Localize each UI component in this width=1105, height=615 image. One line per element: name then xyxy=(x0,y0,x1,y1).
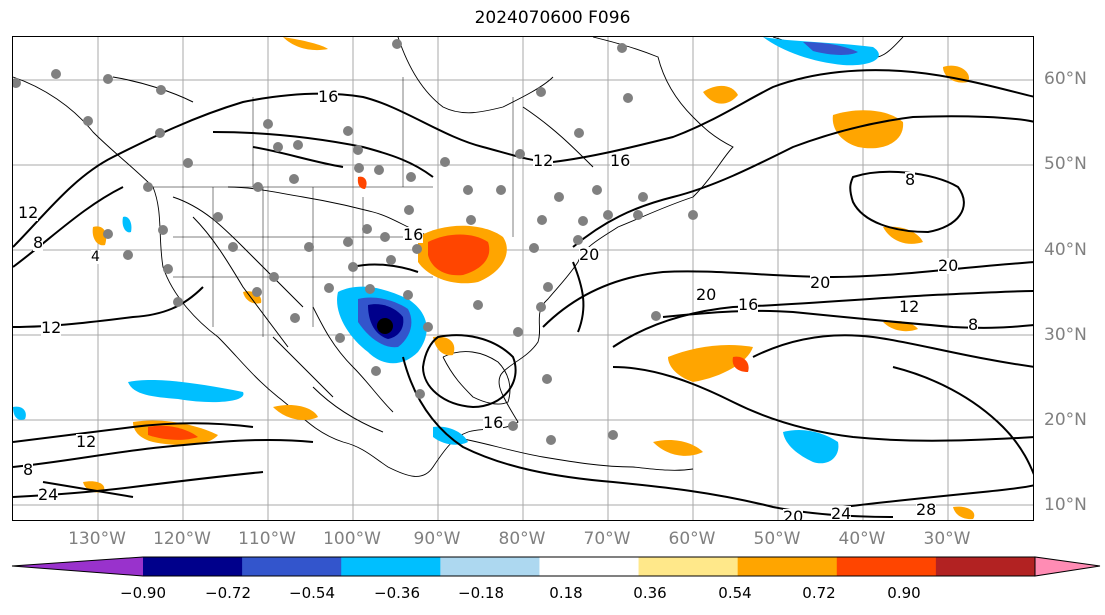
contour-label: 24 xyxy=(38,485,59,504)
contour-label: 16 xyxy=(483,413,504,432)
colorbar-extend-high xyxy=(1035,557,1100,576)
lat-label: 60°N xyxy=(1044,69,1087,89)
map-panel: 16 12 16 8 20 16 20 12 16 20 20 8 12 8 2… xyxy=(12,36,1034,521)
contour-label: 8 xyxy=(905,170,916,189)
contour-label: 20 xyxy=(696,285,717,304)
contour-label: 12 xyxy=(899,297,920,316)
shaded-field-positive xyxy=(83,37,975,520)
contour-label: 16 xyxy=(738,295,759,314)
contour-label: 16 xyxy=(403,225,424,244)
contour-label: 20 xyxy=(579,245,600,264)
colorbar-cell xyxy=(341,557,441,576)
contour-label: 8 xyxy=(23,460,34,479)
lat-label: 30°N xyxy=(1044,325,1087,345)
lat-label: 10°N xyxy=(1044,495,1087,515)
colorbar-cell xyxy=(638,557,739,576)
colorbar-cells xyxy=(12,557,1100,576)
contour-label: 12 xyxy=(41,318,62,337)
colorbar-tick-label: 0.36 xyxy=(633,584,667,602)
lon-label: 90°W xyxy=(413,529,461,549)
lon-label: 70°W xyxy=(583,529,631,549)
colorbar-tick-label: −0.90 xyxy=(120,584,166,602)
colorbar-tick-label: −0.72 xyxy=(205,584,251,602)
graticule xyxy=(13,37,1033,520)
lon-label: 50°W xyxy=(753,529,801,549)
contour-label: 16 xyxy=(318,87,339,106)
lon-label: 40°W xyxy=(838,529,886,549)
contour-label: 20 xyxy=(810,273,831,292)
contour-label: 4 xyxy=(91,249,100,265)
lon-label: 100°W xyxy=(323,529,381,549)
contour-label: 28 xyxy=(916,500,937,519)
contour-label: 12 xyxy=(18,203,39,222)
colorbar-cell xyxy=(935,557,1036,576)
colorbar-tick-label: 0.72 xyxy=(802,584,836,602)
colorbar-cell xyxy=(143,557,243,576)
lat-label: 20°N xyxy=(1044,410,1087,430)
lon-label: 30°W xyxy=(923,529,971,549)
highlight-marker xyxy=(377,318,393,334)
contour-label: 8 xyxy=(968,315,979,334)
colorbar-cell xyxy=(440,557,540,576)
colorbar-tick-label: −0.36 xyxy=(374,584,420,602)
lat-label: 40°N xyxy=(1044,240,1087,260)
map-title: 2024070600 F096 xyxy=(474,8,631,28)
lon-label: 120°W xyxy=(153,529,211,549)
lon-label: 110°W xyxy=(238,529,296,549)
colorbar-tick-label: −0.54 xyxy=(289,584,335,602)
lon-label: 80°W xyxy=(498,529,546,549)
map-canvas xyxy=(13,37,1033,520)
colorbar-cell xyxy=(539,557,640,576)
colorbar-tick-label: −0.18 xyxy=(458,584,504,602)
contour-label: 20 xyxy=(938,256,959,275)
contour-label: 12 xyxy=(76,432,97,451)
contour-label: 20 xyxy=(783,509,804,520)
political-boundaries xyxy=(153,77,514,337)
colorbar-tick-label: 0.90 xyxy=(887,584,921,602)
contour-label: 12 xyxy=(533,151,554,170)
colorbar xyxy=(11,556,1101,577)
lon-label: 130°W xyxy=(68,529,126,549)
lon-label: 60°W xyxy=(668,529,716,549)
colorbar-tick-label: 0.18 xyxy=(549,584,583,602)
colorbar-extend-low xyxy=(12,557,143,576)
colorbar-cell xyxy=(737,557,838,576)
contour-label: 24 xyxy=(831,504,852,521)
colorbar-cell xyxy=(836,557,937,576)
lat-label: 50°N xyxy=(1044,154,1087,174)
colorbar-cell xyxy=(242,557,342,576)
contour-label: 8 xyxy=(33,233,44,252)
contour-label: 16 xyxy=(610,151,631,170)
colorbar-tick-label: 0.54 xyxy=(718,584,752,602)
